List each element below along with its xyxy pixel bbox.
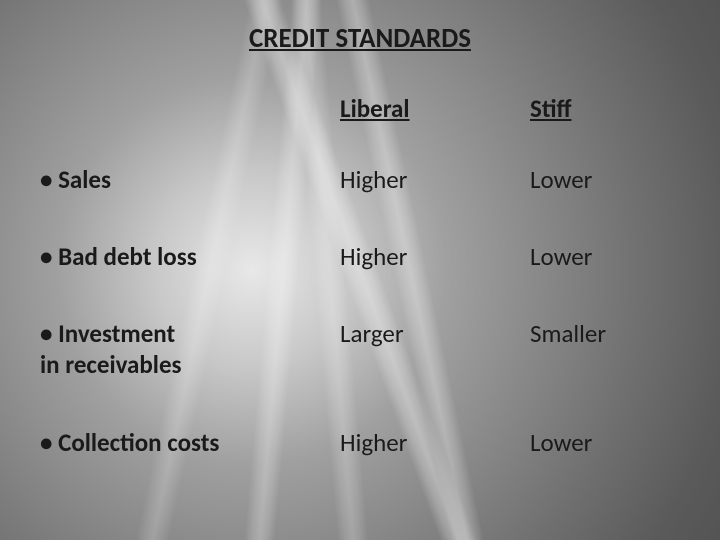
cell-liberal: Higher: [340, 241, 530, 272]
cell-liberal: Higher: [340, 164, 530, 195]
cell-stiff: Smaller: [530, 318, 680, 381]
row-label: • Bad debt loss: [40, 241, 340, 272]
slide-title: CREDIT STANDARDS: [40, 22, 680, 55]
table-row: • Investment in receivablesLargerSmaller: [40, 318, 680, 381]
cell-stiff: Lower: [530, 241, 680, 272]
header-spacer: [40, 93, 340, 124]
table-row: • Collection costsHigherLower: [40, 427, 680, 458]
row-label: • Sales: [40, 164, 340, 195]
table-body: • SalesHigherLower• Bad debt lossHigherL…: [40, 164, 680, 458]
table-row: • Bad debt lossHigherLower: [40, 241, 680, 272]
row-label: • Investment in receivables: [40, 318, 340, 381]
cell-stiff: Lower: [530, 427, 680, 458]
column-headers-row: Liberal Stiff: [40, 93, 680, 124]
column-header-liberal: Liberal: [340, 93, 530, 124]
column-header-stiff: Stiff: [530, 93, 680, 124]
table-row: • SalesHigherLower: [40, 164, 680, 195]
row-label: • Collection costs: [40, 427, 340, 458]
cell-liberal: Higher: [340, 427, 530, 458]
cell-liberal: Larger: [340, 318, 530, 381]
cell-stiff: Lower: [530, 164, 680, 195]
slide-content: CREDIT STANDARDS Liberal Stiff • SalesHi…: [0, 0, 720, 540]
